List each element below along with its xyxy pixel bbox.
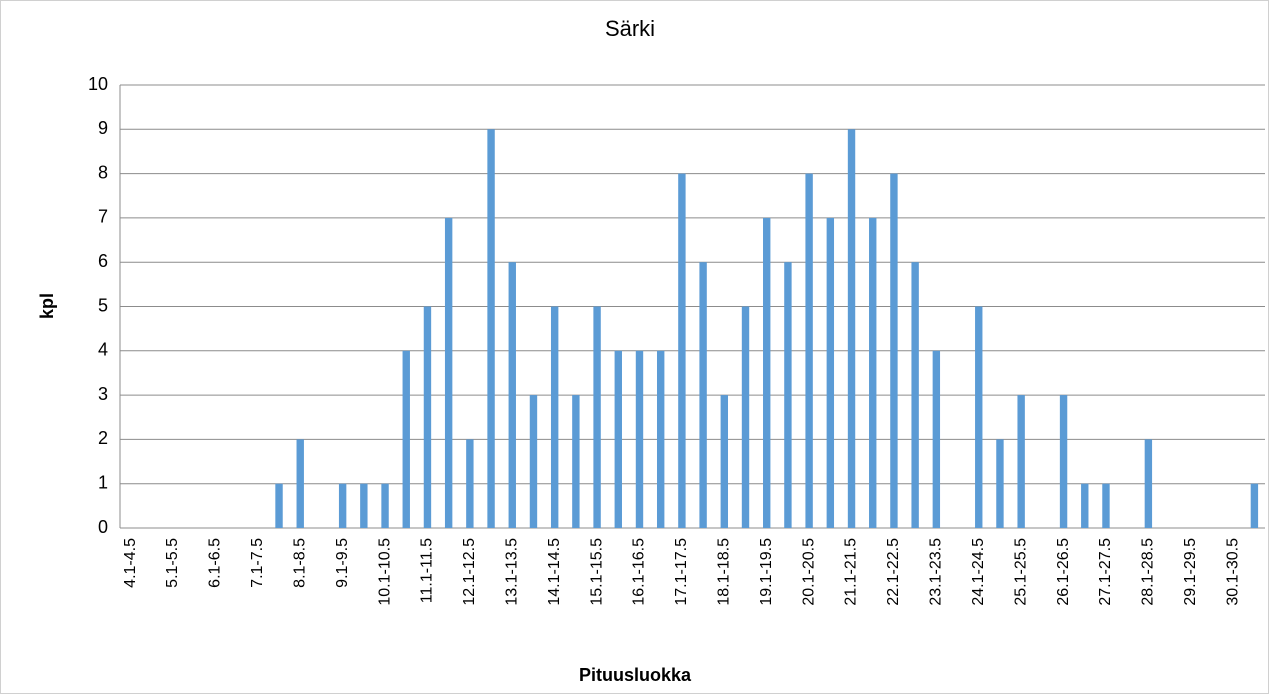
bar [805, 173, 813, 528]
bar [338, 483, 347, 528]
bar [635, 350, 644, 528]
bar [614, 350, 622, 528]
bar [508, 262, 516, 528]
bar [890, 173, 898, 528]
bar [444, 217, 453, 528]
bar [1059, 395, 1068, 528]
bar [656, 350, 665, 528]
bar [784, 262, 792, 528]
x-tick-label: 9.1-9.5 [334, 538, 351, 588]
x-tick-label: 14.1-14.5 [546, 538, 563, 606]
x-tick-label: 17.1-17.5 [673, 538, 690, 606]
x-tick-label: 23.1-23.5 [928, 538, 945, 606]
x-tick-label: 18.1-18.5 [716, 538, 733, 606]
bar [741, 306, 750, 528]
bar [911, 262, 919, 528]
bar [402, 350, 410, 528]
bar [423, 306, 432, 528]
x-tick-label: 25.1-25.5 [1012, 538, 1029, 606]
x-tick-label: 15.1-15.5 [588, 538, 605, 606]
x-tick-label: 12.1-12.5 [461, 538, 478, 606]
bar [466, 439, 474, 528]
bar [572, 395, 580, 528]
bar [869, 217, 877, 528]
bar [1250, 483, 1259, 528]
x-tick-label: 29.1-29.5 [1182, 538, 1199, 606]
bar [275, 483, 283, 528]
x-tick-label: 7.1-7.5 [249, 538, 266, 588]
chart-title: Särki [605, 16, 655, 41]
bar [720, 395, 729, 528]
x-tick-label: 4.1-4.5 [122, 538, 139, 588]
bar [1017, 395, 1025, 528]
bar [381, 483, 389, 528]
y-tick-label: 2 [98, 428, 108, 448]
y-tick-label: 6 [98, 251, 108, 271]
x-tick-label: 26.1-26.5 [1055, 538, 1072, 606]
x-tick-label: 27.1-27.5 [1097, 538, 1114, 606]
y-tick-label: 5 [98, 295, 108, 315]
bar [932, 350, 941, 528]
x-tick-label: 22.1-22.5 [885, 538, 902, 606]
bar [699, 262, 707, 528]
x-tick-label: 11.1-11.5 [419, 538, 436, 603]
y-tick-label: 1 [98, 472, 108, 492]
x-tick-label: 5.1-5.5 [164, 538, 181, 588]
x-tick-label: 13.1-13.5 [503, 538, 520, 606]
x-tick-label: 30.1-30.5 [1224, 538, 1241, 606]
bar [1081, 483, 1089, 528]
x-tick-label: 10.1-10.5 [376, 538, 393, 606]
bar [487, 129, 495, 529]
bar [678, 173, 686, 528]
y-tick-label: 7 [98, 207, 108, 227]
x-tick-label: 19.1-19.5 [758, 538, 775, 606]
y-tick-label: 3 [98, 384, 108, 404]
bar [996, 439, 1004, 528]
bar [550, 306, 559, 528]
bar [975, 306, 983, 528]
x-tick-label: 24.1-24.5 [970, 538, 987, 606]
y-tick-label: 8 [98, 162, 108, 182]
bar [826, 217, 835, 528]
x-tick-label: 8.1-8.5 [291, 538, 308, 588]
y-tick-label: 0 [98, 517, 108, 537]
x-axis-label: Pituusluokka [579, 665, 692, 685]
x-tick-label: 28.1-28.5 [1140, 538, 1157, 606]
bar [763, 217, 771, 528]
bar [1102, 483, 1110, 528]
bar [1144, 439, 1153, 528]
x-tick-label: 20.1-20.5 [800, 538, 817, 606]
y-tick-label: 4 [98, 340, 108, 360]
x-tick-label: 6.1-6.5 [207, 538, 224, 588]
y-tick-label: 9 [98, 118, 108, 138]
y-tick-label: 10 [88, 74, 108, 94]
x-tick-label: 21.1-21.5 [843, 538, 860, 606]
bar [360, 483, 368, 528]
y-axis-label: kpl [37, 293, 57, 319]
bar [847, 129, 856, 529]
bar [529, 395, 538, 528]
bar [593, 306, 601, 528]
bar [296, 439, 304, 528]
x-tick-label: 16.1-16.5 [631, 538, 648, 606]
